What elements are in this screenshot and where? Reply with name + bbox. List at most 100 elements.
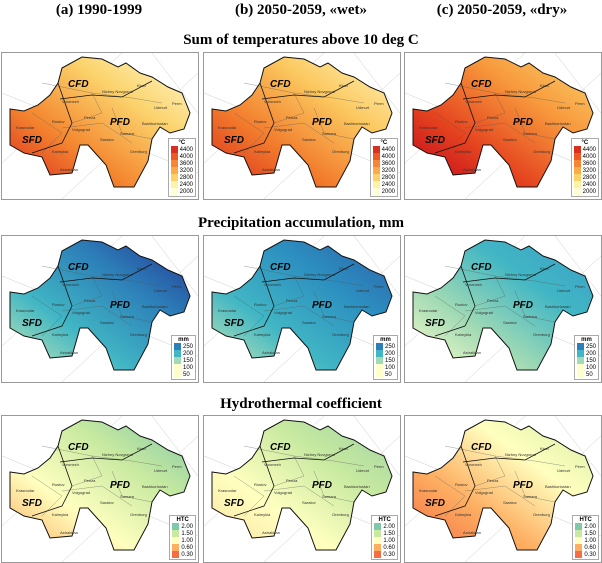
city-label: Saratov	[302, 500, 316, 505]
legend-swatch	[372, 181, 380, 188]
city-label: Voronezh	[264, 462, 281, 467]
legend-tick: 2000	[381, 188, 395, 195]
legend-swatch	[372, 146, 380, 153]
legend-entry: 4000	[573, 153, 596, 160]
map-panel: CFD PFD SFD Nizhny Novgorod Kirov Perm Udmurt P…	[203, 235, 401, 383]
legend-swatch	[372, 188, 380, 195]
legend-entry: 0.30	[172, 551, 193, 558]
color-legend: °C 4400 4000 3600 3200 2800 2400 2000	[570, 138, 599, 197]
city-label: Voronezh	[264, 99, 281, 104]
city-label: Kirov	[540, 266, 549, 271]
row-title: Hydrothermal coefficient	[220, 396, 382, 412]
city-label: Astrakhan	[463, 530, 481, 535]
city-label: Nizhny Novgorod	[102, 452, 133, 457]
legend-swatch	[374, 544, 382, 551]
legend-tick: 3600	[381, 160, 395, 167]
city-label: Krasnodar	[218, 308, 237, 313]
legend-entry: 4000	[170, 153, 193, 160]
legend-swatch	[170, 188, 178, 195]
city-label: Kalmykia	[455, 149, 472, 154]
district-label: PFD	[312, 117, 332, 128]
legend-tick: 4000	[381, 153, 395, 160]
legend-tick: 2000	[582, 188, 596, 195]
city-label: Astrakhan	[262, 530, 280, 535]
legend-swatch	[573, 181, 581, 188]
legend-swatch	[172, 530, 180, 537]
city-label: Krasnodar	[419, 488, 438, 493]
city-label: Rostov	[254, 119, 266, 124]
legend-entry: 200	[173, 350, 193, 357]
legend-entry: 3600	[170, 160, 193, 167]
district-label: PFD	[312, 300, 332, 311]
city-label: Kirov	[540, 83, 549, 88]
legend-swatch	[173, 357, 181, 364]
city-label: Nizhny Novgorod	[304, 272, 335, 277]
legend-entry: 1.00	[172, 537, 193, 544]
legend-entry: 1.50	[172, 530, 193, 537]
legend-swatch	[573, 167, 581, 174]
district-label: CFD	[471, 79, 492, 90]
city-label: Volgograd	[274, 310, 292, 315]
legend-tick: 0.30	[383, 551, 395, 558]
district-label: PFD	[110, 117, 130, 128]
city-label: Penza	[286, 115, 298, 120]
city-label: Nizhny Novgorod	[102, 272, 133, 277]
legend-entry: 0.30	[575, 551, 596, 558]
legend-entry: 0.30	[374, 551, 395, 558]
city-label: Perm	[374, 464, 384, 469]
legend-tick: 150	[384, 357, 395, 364]
legend-swatch	[173, 364, 181, 371]
legend-entry: 2000	[170, 188, 193, 195]
city-label: Bashkortostan	[344, 484, 370, 489]
city-label: Volgograd	[274, 490, 292, 495]
city-label: Rostov	[52, 482, 64, 487]
legend-swatch	[575, 537, 583, 544]
city-label: Perm	[374, 101, 384, 106]
legend-entry: 50	[576, 371, 596, 378]
legend-tick: 50	[182, 371, 190, 378]
legend-swatch	[170, 153, 178, 160]
city-label: Penza	[487, 478, 499, 483]
legend-entry: 2.00	[172, 523, 193, 530]
legend-swatch	[374, 537, 382, 544]
legend-entry: 0.60	[575, 544, 596, 551]
legend-entry: 4400	[573, 146, 596, 153]
city-label: Kalmykia	[254, 512, 271, 517]
legend-tick: 100	[182, 364, 193, 371]
legend-tick: 3200	[381, 167, 395, 174]
legend-entry: 4400	[372, 146, 395, 153]
legend-entry: 2000	[573, 188, 596, 195]
legend-tick: 1.00	[584, 537, 596, 544]
city-label: Volgograd	[475, 490, 493, 495]
row-title: Sum of temperatures above 10 deg C	[183, 32, 419, 48]
legend-tick: 2000	[179, 188, 193, 195]
district-label: PFD	[513, 480, 533, 491]
city-label: Udmurt	[356, 468, 370, 473]
city-label: Udmurt	[154, 288, 168, 293]
legend-swatch	[375, 364, 383, 371]
legend-tick: 2.00	[181, 523, 193, 530]
city-label: Nizhny Novgorod	[505, 272, 536, 277]
legend-unit: HTC	[176, 517, 189, 523]
legend-swatch	[573, 146, 581, 153]
city-label: Saratov	[100, 500, 114, 505]
city-label: Voronezh	[62, 462, 79, 467]
city-label: Orenburg	[332, 332, 349, 337]
legend-entry: 1.00	[575, 537, 596, 544]
legend-swatch	[374, 530, 382, 537]
district-label: SFD	[224, 135, 244, 146]
city-label: Voronezh	[62, 99, 79, 104]
legend-entry: 50	[375, 371, 395, 378]
legend-swatch	[372, 153, 380, 160]
legend-entry: 4400	[170, 146, 193, 153]
city-label: Kalmykia	[254, 332, 271, 337]
city-label: Kalmykia	[455, 512, 472, 517]
color-legend: HTC 2.00 1.50 1.00 0.60 0.30	[371, 515, 398, 560]
legend-entry: 250	[576, 343, 596, 350]
legend-tick: 0.30	[584, 551, 596, 558]
column-header: (c) 2050-2059, «dry»	[436, 2, 568, 18]
legend-entry: 50	[173, 371, 193, 378]
city-label: Astrakhan	[463, 350, 481, 355]
city-label: Rostov	[52, 302, 64, 307]
district-label: PFD	[312, 480, 332, 491]
